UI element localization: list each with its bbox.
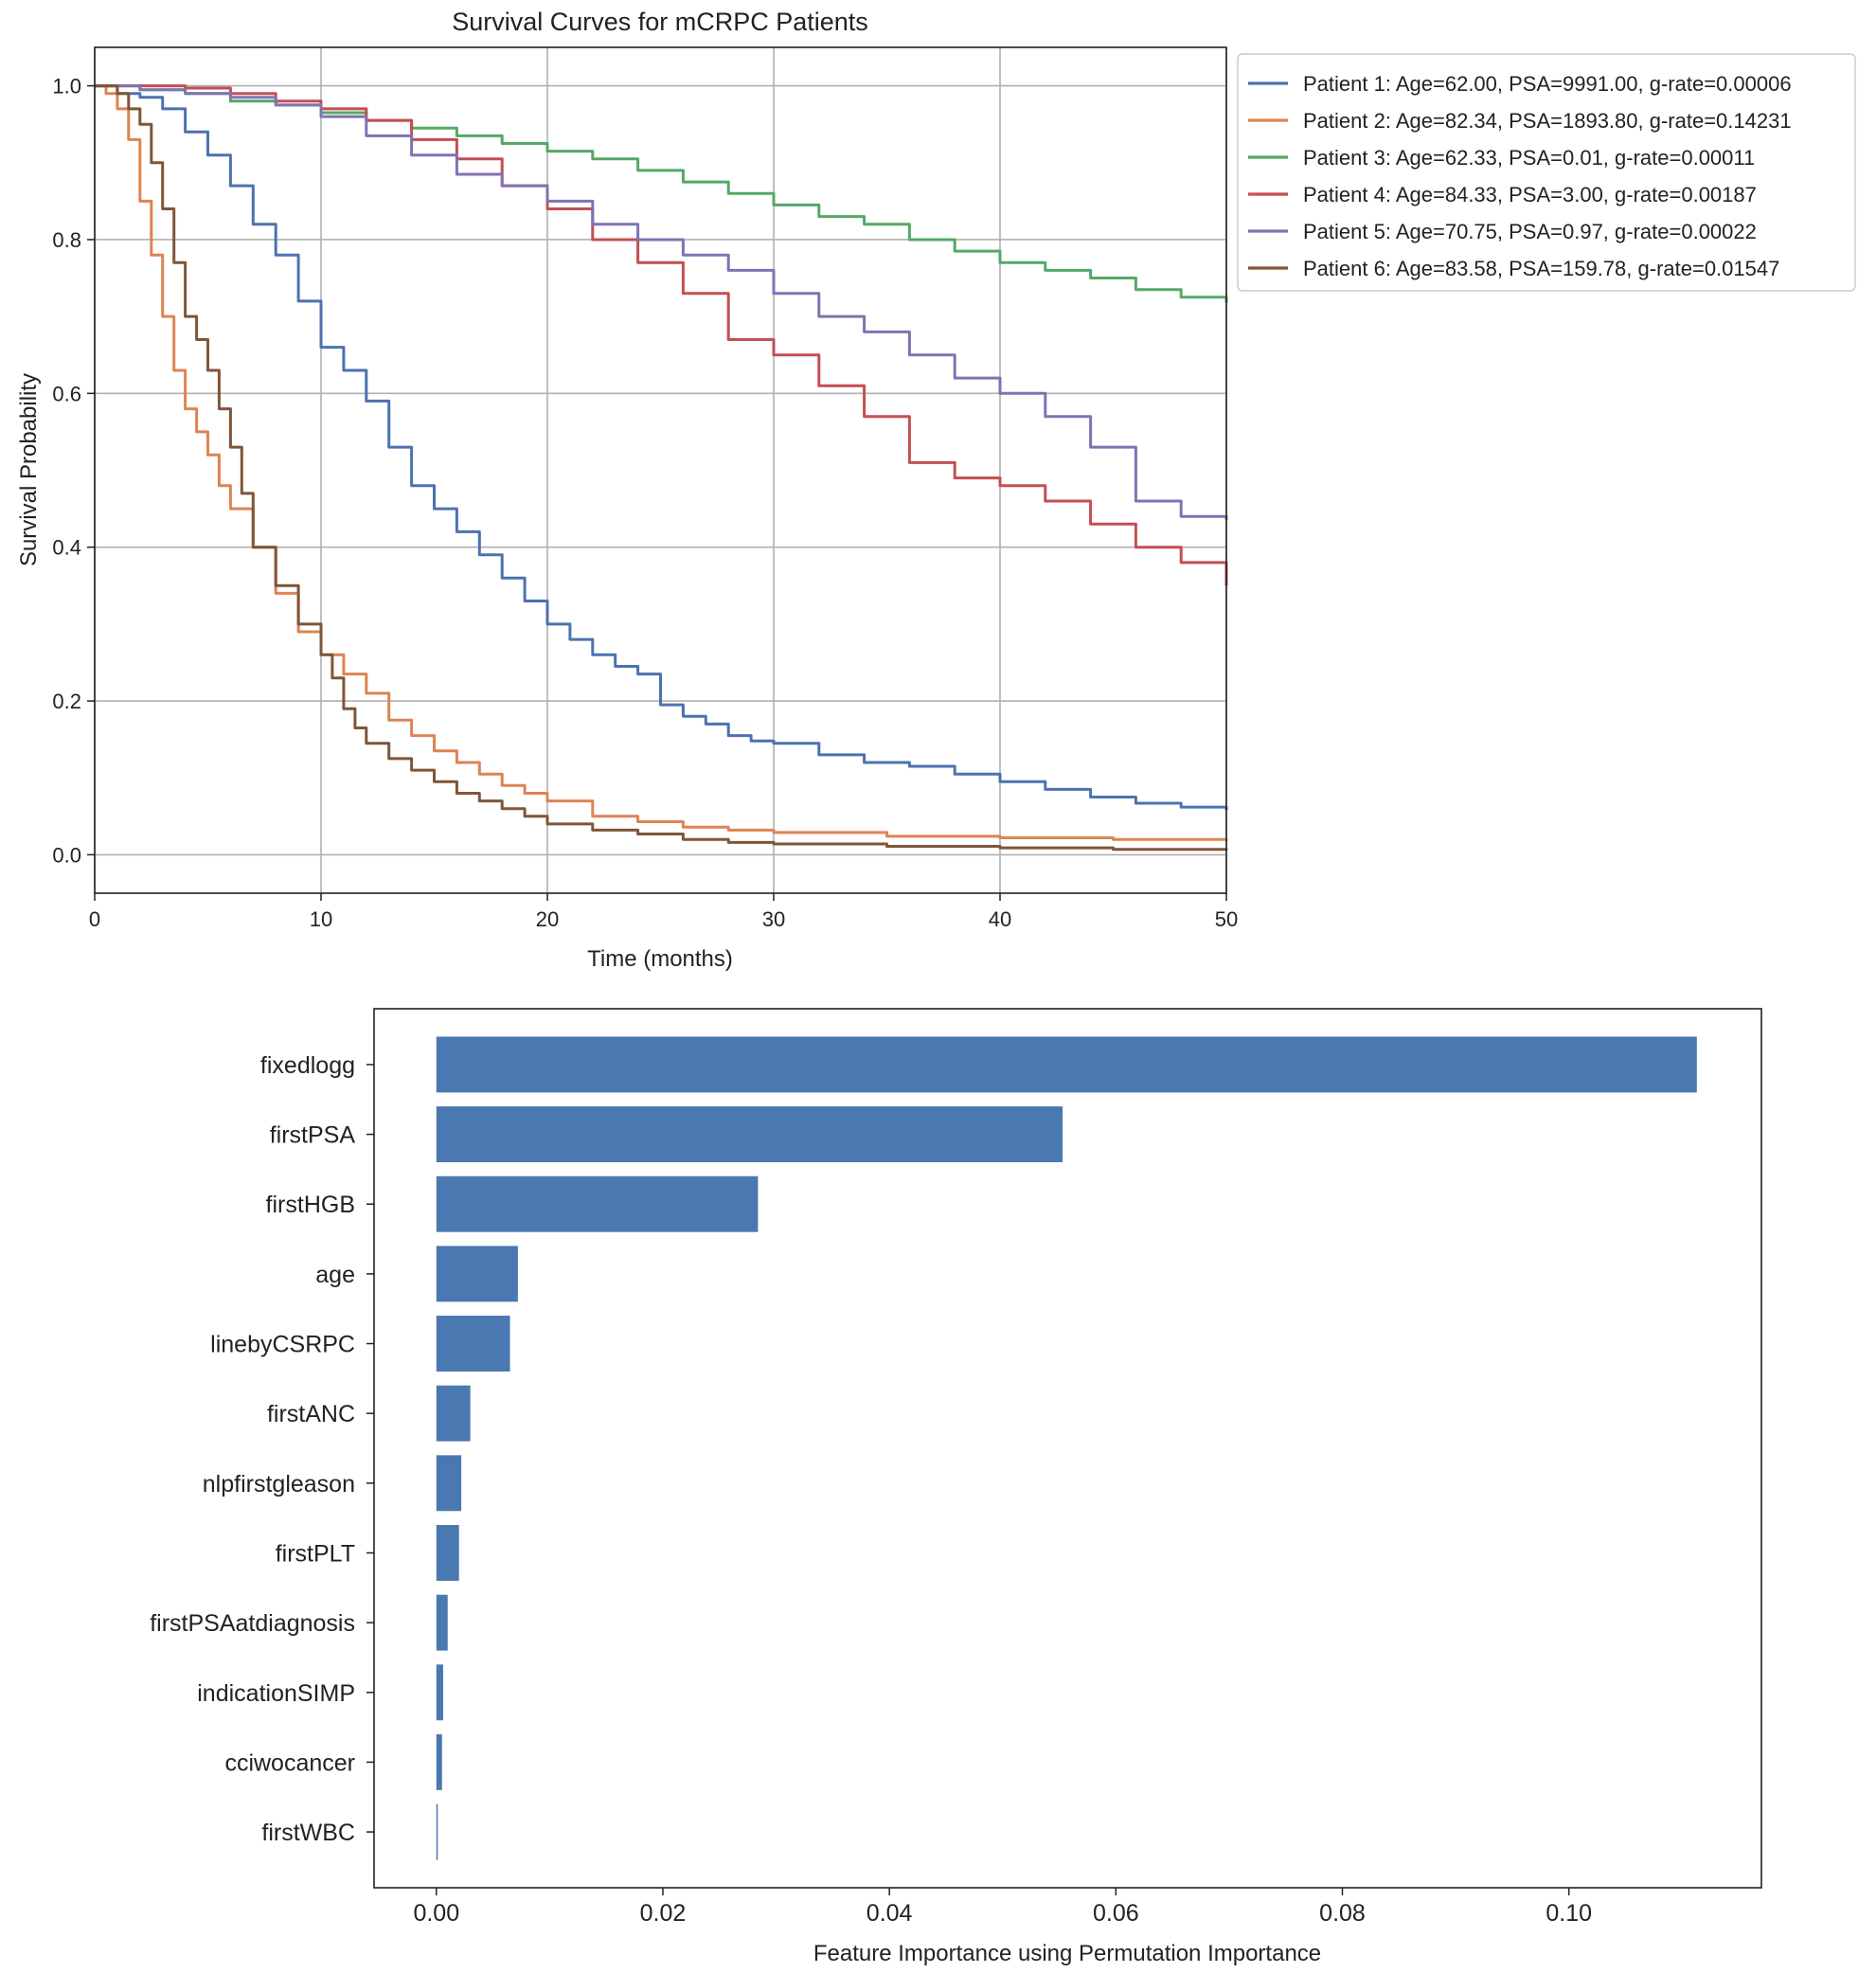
survival-line-patient-4: [95, 84, 1228, 586]
importance-bar: [436, 1594, 448, 1651]
importance-category-label: firstWBC: [261, 1820, 355, 1846]
importance-bar: [436, 1036, 1697, 1093]
importance-category-label: firstPSAatdiagnosis: [150, 1610, 355, 1637]
importance-bar: [436, 1106, 1063, 1163]
importance-x-axis-title: Feature Importance using Permutation Imp…: [813, 1941, 1321, 1966]
survival-chart: Survival Curves for mCRPC Patients 0 10 20…: [16, 8, 1856, 972]
survival-x-tick-label: 10: [310, 907, 332, 931]
legend-label-patient-4: Patient 4: Age=84.33, PSA=3.00, g-rate=0…: [1303, 183, 1757, 206]
survival-x-tick-label: 30: [762, 907, 785, 931]
legend-label-patient-2: Patient 2: Age=82.34, PSA=1893.80, g-rat…: [1303, 109, 1792, 133]
importance-category-label: firstHGB: [266, 1192, 355, 1218]
survival-x-tick-label: 0: [89, 907, 100, 931]
importance-x-tick-label: 0.00: [413, 1900, 459, 1927]
survival-y-tick-label: 0.0: [52, 843, 81, 867]
survival-y-tick-label: 0.2: [52, 690, 81, 713]
survival-legend: Patient 1: Age=62.00, PSA=9991.00, g-rat…: [1237, 53, 1856, 292]
importance-category-label: firstPSA: [270, 1122, 356, 1149]
survival-y-axis-title: Survival Probability: [16, 373, 42, 566]
importance-bar: [436, 1455, 462, 1512]
importance-bar: [436, 1385, 471, 1442]
importance-category-label: nlpfirstgleason: [203, 1471, 355, 1498]
survival-y-tick-label: 0.4: [52, 536, 81, 560]
survival-series-lines: [95, 84, 1228, 852]
survival-line-patient-2: [95, 84, 1228, 841]
survival-line-patient-1: [95, 84, 1228, 811]
importance-category-label: age: [315, 1262, 355, 1288]
survival-y-tick-label: 1.0: [52, 75, 81, 99]
importance-bar: [436, 1175, 759, 1232]
importance-bar: [436, 1316, 510, 1372]
importance-bar: [436, 1803, 438, 1860]
importance-bar: [436, 1664, 443, 1721]
survival-line-patient-6: [95, 84, 1228, 852]
legend-frame: [1237, 53, 1856, 292]
legend-label-patient-5: Patient 5: Age=70.75, PSA=0.97, g-rate=0…: [1303, 220, 1757, 243]
importance-category-label: firstANC: [267, 1401, 355, 1427]
importance-chart: fixedlogg firstPSA firstHGB age linebyCSRPC f…: [150, 1008, 1762, 1966]
survival-x-tick-label: 20: [536, 907, 559, 931]
importance-bar: [436, 1246, 518, 1302]
importance-category-label: fixedlogg: [260, 1052, 355, 1079]
legend-label-patient-1: Patient 1: Age=62.00, PSA=9991.00, g-rat…: [1303, 72, 1792, 96]
importance-plot-frame: [373, 1008, 1762, 1889]
importance-category-label: firstPLT: [276, 1540, 355, 1567]
importance-axis-ticks: fixedlogg firstPSA firstHGB age linebyCSRPC f…: [150, 1052, 1592, 1927]
legend-label-patient-3: Patient 3: Age=62.33, PSA=0.01, g-rate=0…: [1303, 146, 1755, 170]
importance-x-tick-label: 0.04: [867, 1900, 913, 1927]
survival-x-tick-label: 40: [989, 907, 1011, 931]
importance-bars: [436, 1036, 1697, 1860]
importance-category-label: linebyCSRPC: [210, 1332, 355, 1358]
survival-x-tick-label: 50: [1215, 907, 1238, 931]
importance-bar: [436, 1733, 442, 1790]
survival-chart-title: Survival Curves for mCRPC Patients: [452, 8, 868, 36]
survival-axis-ticks: 0 10 20 30 40 50 0.0 0.2 0.4 0.6 0.8 1.0: [52, 75, 1238, 931]
importance-category-label: cciwocancer: [224, 1749, 355, 1776]
importance-category-label: indicationSIMP: [197, 1680, 355, 1707]
survival-x-axis-title: Time (months): [587, 946, 733, 972]
importance-x-tick-label: 0.02: [640, 1900, 687, 1927]
legend-label-patient-6: Patient 6: Age=83.58, PSA=159.78, g-rate…: [1303, 257, 1779, 280]
importance-x-tick-label: 0.06: [1093, 1900, 1139, 1927]
importance-x-tick-label: 0.08: [1319, 1900, 1366, 1927]
survival-y-tick-label: 0.8: [52, 228, 81, 252]
importance-bar: [436, 1525, 459, 1581]
survival-y-tick-label: 0.6: [52, 382, 81, 405]
survival-line-patient-5: [95, 84, 1228, 521]
importance-x-tick-label: 0.10: [1545, 1900, 1592, 1927]
survival-plot-frame: [94, 46, 1227, 894]
